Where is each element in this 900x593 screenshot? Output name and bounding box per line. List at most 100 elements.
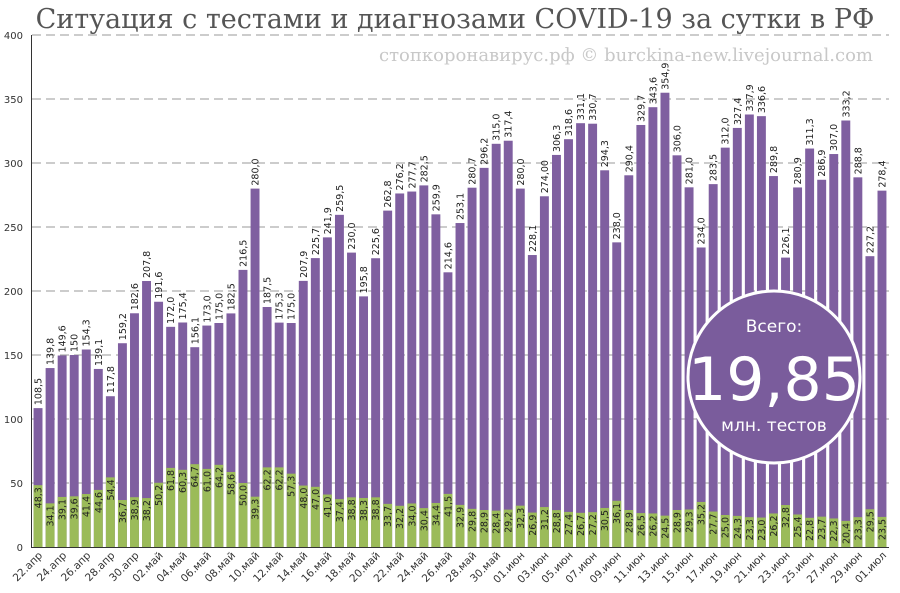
tests-value-label: 156,1: [190, 317, 201, 344]
diagnoses-value-label: 64,7: [190, 466, 201, 487]
bar-tests: [407, 191, 417, 547]
bar-tests: [467, 187, 477, 548]
diagnoses-value-label: 54,4: [106, 479, 117, 500]
diagnoses-value-label: 23,7: [817, 519, 828, 540]
diagnoses-value-label: 44,6: [94, 492, 105, 513]
diagnoses-value-label: 28,4: [492, 513, 503, 534]
bar-diagnoses: [636, 513, 646, 547]
bar-diagnoses: [491, 510, 501, 547]
bar-diagnoses: [81, 494, 91, 547]
bar-diagnoses: [564, 511, 573, 547]
diagnoses-value-label: 26,2: [648, 515, 659, 536]
bar-tests: [395, 193, 405, 548]
tests-value-label: 343,6: [648, 77, 659, 104]
diagnoses-value-label: 24,5: [660, 518, 671, 539]
bar-tests: [117, 343, 127, 547]
y-tick-label: 100: [4, 415, 23, 426]
tests-value-label: 312,0: [721, 117, 732, 144]
bar-tests: [105, 396, 115, 547]
diagnoses-value-label: 22,3: [829, 520, 840, 541]
bar-diagnoses: [154, 482, 164, 547]
y-tick-label: 350: [4, 95, 23, 106]
bar-tests: [93, 368, 103, 547]
bar-tests: [81, 349, 91, 547]
bar-diagnoses: [793, 514, 803, 547]
bar-diagnoses: [696, 501, 706, 547]
bar-diagnoses: [756, 517, 766, 547]
bar-tests: [33, 408, 43, 547]
summary-badge: Всего: 19,85 млн. тестов: [686, 289, 862, 465]
bar-diagnoses: [805, 517, 815, 547]
diagnoses-value-label: 62,2: [275, 469, 286, 490]
diagnoses-value-label: 58,6: [226, 474, 237, 495]
bar-diagnoses: [600, 507, 610, 547]
diagnoses-value-label: 33,7: [383, 506, 394, 527]
tests-value-label: 227,2: [865, 226, 876, 253]
y-tick-label: 150: [4, 351, 23, 362]
bar-diagnoses: [527, 512, 537, 547]
tests-value-label: 226,1: [781, 227, 792, 254]
bar-tests: [45, 368, 55, 547]
bar-diagnoses: [262, 467, 272, 547]
bar-tests: [322, 237, 332, 548]
tests-value-label: 286,9: [817, 150, 828, 177]
diagnoses-value-label: 32,2: [395, 508, 406, 529]
tests-value-label: 276,2: [395, 163, 406, 190]
bar-diagnoses: [443, 493, 453, 547]
bar-tests: [383, 210, 393, 547]
bar-tests: [431, 214, 441, 547]
diagnoses-value-label: 29,3: [685, 511, 696, 532]
diagnoses-value-label: 28,8: [552, 512, 563, 533]
tests-value-label: 354,9: [660, 63, 671, 90]
bar-tests: [443, 272, 453, 547]
diagnoses-value-label: 47,0: [311, 489, 322, 510]
bar-diagnoses: [202, 468, 212, 547]
diagnoses-value-label: 38,9: [130, 499, 141, 520]
diagnoses-value-label: 39,6: [70, 498, 81, 519]
bar-diagnoses: [286, 473, 296, 547]
bar-diagnoses: [383, 503, 393, 547]
bar-tests: [359, 296, 369, 547]
bar-diagnoses: [190, 464, 200, 547]
bar-diagnoses: [395, 505, 405, 547]
bar-tests: [166, 326, 176, 547]
y-tick-label: 300: [4, 159, 23, 170]
tests-value-label: 278,4: [877, 160, 888, 187]
bar-diagnoses: [708, 511, 718, 547]
tests-value-label: 149,6: [58, 325, 69, 352]
tests-value-label: 187,5: [263, 277, 274, 304]
bar-diagnoses: [467, 508, 477, 547]
diagnoses-value-label: 32,3: [516, 508, 527, 529]
tests-value-label: 182,6: [130, 283, 141, 310]
bar-diagnoses: [853, 517, 863, 547]
tests-value-label: 330,7: [588, 94, 599, 121]
tests-value-label: 225,6: [371, 228, 382, 255]
bar-diagnoses: [93, 489, 103, 547]
diagnoses-value-label: 41,4: [82, 496, 93, 517]
bar-diagnoses: [479, 510, 489, 547]
diagnoses-value-label: 35,2: [697, 504, 708, 525]
tests-value-label: 225,7: [311, 228, 322, 255]
bar-diagnoses: [407, 503, 417, 547]
tests-value-label: 214,6: [443, 242, 454, 269]
diagnoses-value-label: 60,3: [178, 472, 189, 493]
diagnoses-value-label: 39,1: [58, 499, 69, 520]
bar-diagnoses: [781, 505, 790, 547]
diagnoses-value-label: 23,3: [745, 519, 756, 540]
tests-value-label: 280,7: [468, 158, 479, 185]
diagnoses-value-label: 27,2: [588, 514, 599, 535]
bar-diagnoses: [166, 467, 176, 547]
bar-diagnoses: [322, 494, 332, 547]
bar-tests: [69, 355, 79, 547]
diagnoses-value-label: 29,2: [504, 512, 515, 533]
chart-watermark: стопкоронавирус.рф © burckina-new.livejo…: [379, 45, 873, 66]
bar-diagnoses: [539, 507, 549, 547]
chart-title: Ситуация с тестами и диагнозами COVID-19…: [36, 4, 875, 35]
diagnoses-value-label: 34,0: [407, 505, 418, 526]
bar-tests: [202, 325, 212, 547]
bar-diagnoses: [334, 499, 344, 547]
bar-tests: [178, 322, 188, 547]
tests-value-label: 175,3: [275, 292, 286, 319]
bar-tests: [371, 258, 381, 547]
